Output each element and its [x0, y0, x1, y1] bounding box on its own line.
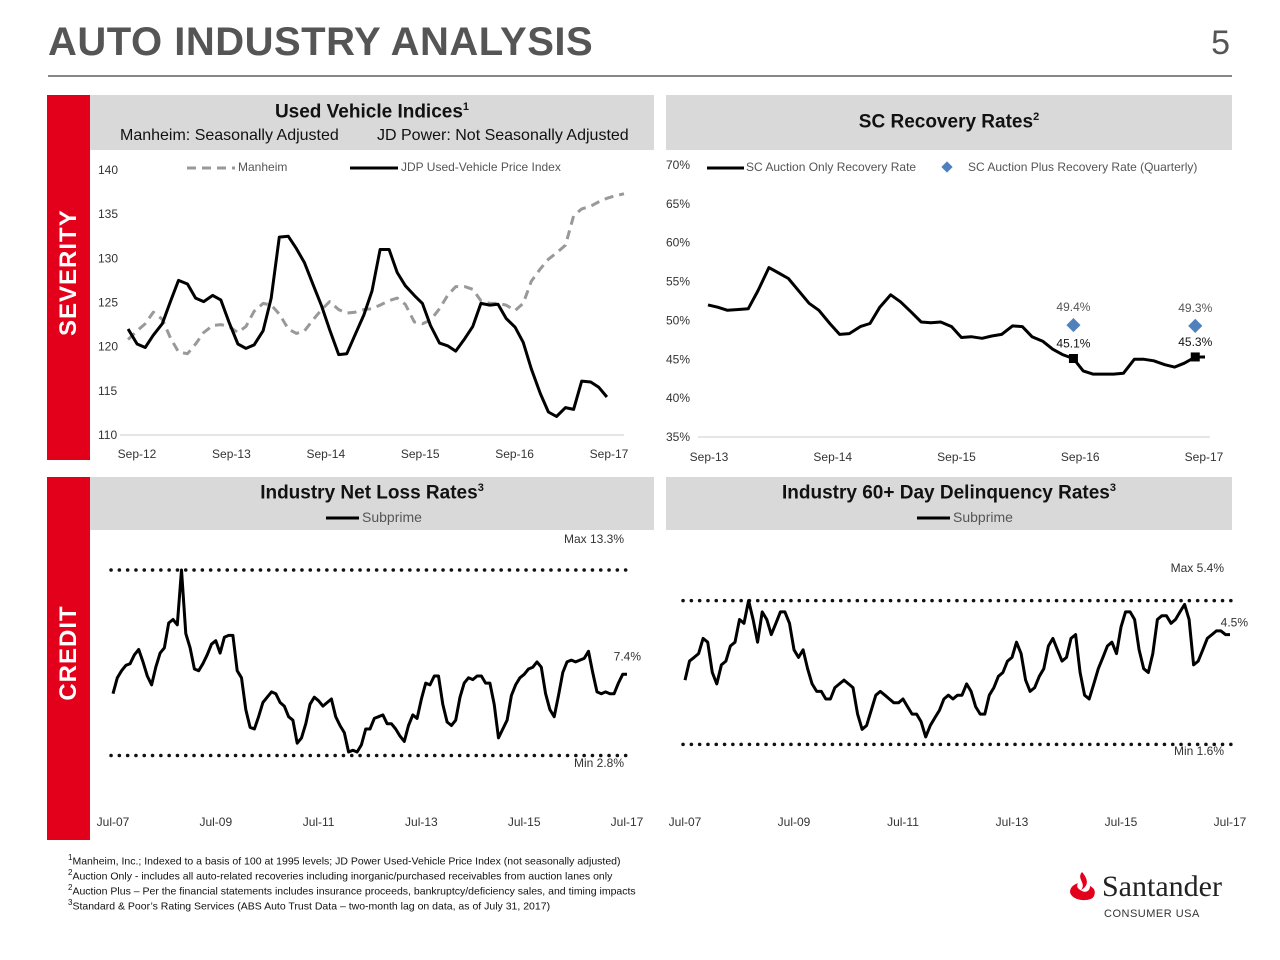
recovery-x-tick-label: Sep-15 — [937, 450, 976, 464]
net-loss-x-tick-label: Jul-11 — [303, 815, 335, 829]
used-x-tick-label: Sep-17 — [590, 447, 629, 461]
net-loss-x-tick-label: Jul-07 — [97, 815, 130, 829]
jdpower-subtitle: JD Power: Not Seasonally Adjusted — [377, 127, 629, 144]
net-loss-legend-label: Subprime — [362, 509, 422, 525]
recovery-y-tick-label: 65% — [666, 197, 690, 211]
net-loss-reference-label: Min 2.8% — [574, 756, 624, 770]
net-loss-x-tick-label: Jul-13 — [405, 815, 438, 829]
delinquency-x-tick-label: Jul-17 — [1214, 815, 1247, 829]
recovery-x-tick-label: Sep-13 — [690, 450, 729, 464]
used-y-tick-label: 135 — [98, 207, 118, 221]
net-loss-title: Industry Net Loss Rates3 — [260, 482, 484, 504]
delinquency-x-tick-label: Jul-13 — [996, 815, 1029, 829]
recovery-y-tick-label: 50% — [666, 313, 690, 327]
severity-side-bar: SEVERITY — [47, 95, 90, 460]
footnote-2: 2Auction Only - includes all auto-relate… — [68, 868, 613, 883]
legend-manheim-label: Manheim — [238, 160, 287, 174]
used-x-tick-label: Sep-12 — [118, 447, 157, 461]
recovery-header: SC Recovery Rates2 — [666, 95, 1232, 150]
logo-subtitle: CONSUMER USA — [1104, 908, 1200, 920]
manheim-subtitle: Manheim: Seasonally Adjusted — [120, 127, 339, 144]
delinquency-x-tick-label: Jul-11 — [887, 815, 919, 829]
recovery-data-label: 45.1% — [1056, 337, 1090, 351]
legend-auction-plus-label: SC Auction Plus Recovery Rate (Quarterly… — [968, 160, 1197, 174]
delinquency-reference-label: Max 5.4% — [1171, 561, 1225, 575]
recovery-title: SC Recovery Rates2 — [858, 111, 1040, 133]
net-loss-header: Industry Net Loss Rates3 — [90, 477, 654, 530]
used-vehicle-title: Used Vehicle Indices1 — [274, 101, 470, 123]
net-loss-end-label: 7.4% — [614, 649, 642, 663]
auction-only-series-line — [707, 266, 1205, 376]
used-y-tick-label: 130 — [98, 251, 118, 265]
net-loss-x-tick-label: Jul-09 — [199, 815, 232, 829]
auction-only-point-marker — [1068, 354, 1078, 364]
delinquency-title: Industry 60+ Day Delinquency Rates3 — [782, 482, 1116, 504]
credit-side-bar: CREDIT — [47, 477, 90, 840]
recovery-y-tick-label: 70% — [666, 158, 690, 172]
net-loss-reference-label: Max 13.3% — [564, 532, 624, 546]
used-y-tick-label: 140 — [98, 163, 118, 177]
used-x-tick-label: Sep-16 — [495, 447, 534, 461]
auction-only-point-marker — [1190, 352, 1200, 362]
used-y-tick-label: 120 — [98, 340, 118, 354]
used-x-tick-label: Sep-15 — [401, 447, 440, 461]
footnote-4: 3Standard & Poor’s Rating Services (ABS … — [68, 898, 551, 913]
recovery-x-tick-label: Sep-17 — [1185, 450, 1224, 464]
recovery-data-label: 49.4% — [1056, 300, 1090, 314]
auction-plus-point-marker — [1066, 318, 1081, 333]
auction-plus-point-marker — [1188, 318, 1203, 333]
used-x-tick-label: Sep-13 — [212, 447, 251, 461]
used-vehicle-header: Used Vehicle Indices1 Manheim: Seasonall… — [90, 95, 654, 150]
page-title: AUTO INDUSTRY ANALYSIS — [48, 20, 594, 64]
delinquency-subprime-line — [683, 599, 1230, 739]
page-number: 5 — [1211, 24, 1230, 62]
delinquency-x-tick-label: Jul-09 — [778, 815, 811, 829]
delinquency-header: Industry 60+ Day Delinquency Rates3 — [666, 477, 1232, 530]
recovery-x-tick-label: Sep-14 — [813, 450, 852, 464]
title-divider — [48, 75, 1232, 77]
delinquency-x-tick-label: Jul-15 — [1105, 815, 1138, 829]
net-loss-x-tick-label: Jul-15 — [508, 815, 541, 829]
footnote-1: 1Manheim, Inc.; Indexed to a basis of 10… — [68, 853, 621, 868]
jdp-series-line — [126, 234, 609, 418]
used-y-tick-label: 125 — [98, 296, 118, 310]
flame-icon — [1070, 872, 1095, 901]
delinquency-legend-label: Subprime — [953, 509, 1013, 525]
used-y-tick-label: 110 — [98, 428, 117, 442]
recovery-y-tick-label: 40% — [666, 391, 690, 405]
legend-auction-only-label: SC Auction Only Recovery Rate — [746, 160, 916, 174]
delinquency-end-label: 4.5% — [1221, 616, 1249, 630]
recovery-data-label: 45.3% — [1178, 335, 1212, 349]
delinquency-reference-label: Min 1.6% — [1174, 744, 1224, 758]
logo-wordmark: Santander — [1102, 870, 1222, 903]
delinquency-x-tick-label: Jul-07 — [669, 815, 702, 829]
recovery-x-tick-label: Sep-16 — [1061, 450, 1100, 464]
santander-logo: Santander CONSUMER USA — [1066, 868, 1236, 928]
net-loss-x-tick-label: Jul-17 — [611, 815, 644, 829]
used-y-tick-label: 115 — [98, 384, 117, 398]
recovery-y-tick-label: 60% — [666, 236, 690, 250]
legend-auction-plus-marker — [941, 161, 953, 173]
recovery-y-tick-label: 55% — [666, 275, 690, 289]
net-loss-subprime-line — [111, 568, 627, 754]
legend-jdp-label: JDP Used-Vehicle Price Index — [401, 160, 561, 174]
used-x-tick-label: Sep-14 — [306, 447, 345, 461]
recovery-y-tick-label: 35% — [666, 430, 690, 444]
footnote-3: 2Auction Plus – Per the financial statem… — [68, 883, 636, 898]
recovery-y-tick-label: 45% — [666, 352, 690, 366]
recovery-data-label: 49.3% — [1178, 301, 1212, 315]
manheim-series-line — [127, 192, 625, 356]
